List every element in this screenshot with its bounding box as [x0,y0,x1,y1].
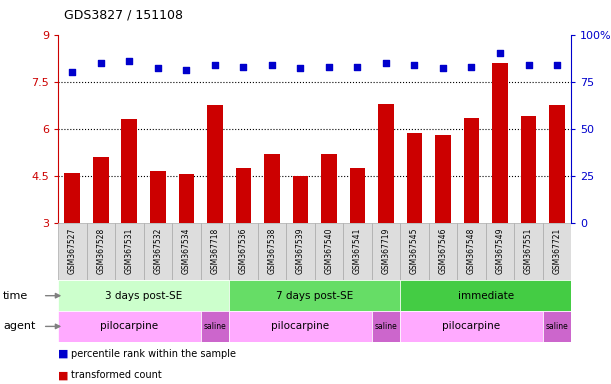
Bar [457,223,486,280]
Point [381,60,391,66]
Text: 7 days post-SE: 7 days post-SE [276,291,353,301]
Text: ■: ■ [58,370,68,380]
Text: ■: ■ [58,349,68,359]
Text: pilocarpine: pilocarpine [442,321,500,331]
Bar [400,311,543,342]
Point [438,65,448,71]
Point [210,61,220,68]
Bar [514,223,543,280]
Point [324,63,334,70]
Text: GSM367540: GSM367540 [324,227,334,274]
Bar [543,311,571,342]
Text: saline: saline [375,322,397,331]
Text: 3 days post-SE: 3 days post-SE [105,291,182,301]
Point [296,65,306,71]
Text: GSM367534: GSM367534 [182,227,191,274]
Bar [144,223,172,280]
Bar [371,311,400,342]
Text: transformed count: transformed count [71,370,163,380]
Text: saline: saline [203,322,226,331]
Point [495,50,505,56]
Bar [93,157,109,223]
Text: GSM367549: GSM367549 [496,227,505,274]
Bar [258,223,286,280]
Point [524,61,533,68]
Bar [407,133,422,223]
Text: GSM367531: GSM367531 [125,227,134,274]
Text: GDS3827 / 151108: GDS3827 / 151108 [64,8,183,21]
Text: GSM367545: GSM367545 [410,227,419,274]
Point [353,63,362,70]
Text: GSM367551: GSM367551 [524,227,533,274]
Bar [371,223,400,280]
Text: GSM367546: GSM367546 [439,227,447,274]
Bar [178,174,194,223]
Text: pilocarpine: pilocarpine [100,321,158,331]
Text: GSM367719: GSM367719 [381,227,390,274]
Point [267,61,277,68]
Bar [286,223,315,280]
Point [125,58,134,64]
Point [409,61,419,68]
Point [67,69,77,75]
Text: GSM367539: GSM367539 [296,227,305,274]
Bar [435,135,451,223]
Bar [315,223,343,280]
Bar [464,118,480,223]
Text: GSM367527: GSM367527 [68,227,77,274]
Text: GSM367528: GSM367528 [97,227,105,273]
Bar [65,172,80,223]
Bar [293,176,309,223]
Point [467,63,477,70]
Text: percentile rank within the sample: percentile rank within the sample [71,349,236,359]
Bar [492,63,508,223]
Text: GSM367538: GSM367538 [268,227,276,274]
Point [238,63,248,70]
Text: GSM367532: GSM367532 [153,227,163,274]
Text: GSM367548: GSM367548 [467,227,476,274]
Bar [229,311,371,342]
Text: GSM367541: GSM367541 [353,227,362,274]
Bar [115,223,144,280]
Bar [122,119,137,223]
Bar [58,223,87,280]
Bar [236,168,251,223]
Bar [207,105,223,223]
Bar [400,280,571,311]
Bar [486,223,514,280]
Bar [58,311,200,342]
Bar [200,223,229,280]
Bar [200,311,229,342]
Point [552,61,562,68]
Text: GSM367718: GSM367718 [210,227,219,273]
Bar [264,154,280,223]
Point [181,67,191,73]
Bar [58,280,229,311]
Text: time: time [3,291,28,301]
Bar [321,154,337,223]
Bar [172,223,200,280]
Bar [521,116,536,223]
Text: GSM367721: GSM367721 [552,227,562,273]
Bar [400,223,429,280]
Bar [349,168,365,223]
Text: immediate: immediate [458,291,514,301]
Bar [429,223,457,280]
Bar [150,171,166,223]
Point [153,65,163,71]
Bar [87,223,115,280]
Text: saline: saline [546,322,568,331]
Bar [378,104,394,223]
Bar [229,223,258,280]
Text: agent: agent [3,321,35,331]
Text: GSM367536: GSM367536 [239,227,248,274]
Bar [229,280,400,311]
Text: pilocarpine: pilocarpine [271,321,329,331]
Bar [343,223,371,280]
Point [96,60,106,66]
Bar [543,223,571,280]
Bar [549,105,565,223]
